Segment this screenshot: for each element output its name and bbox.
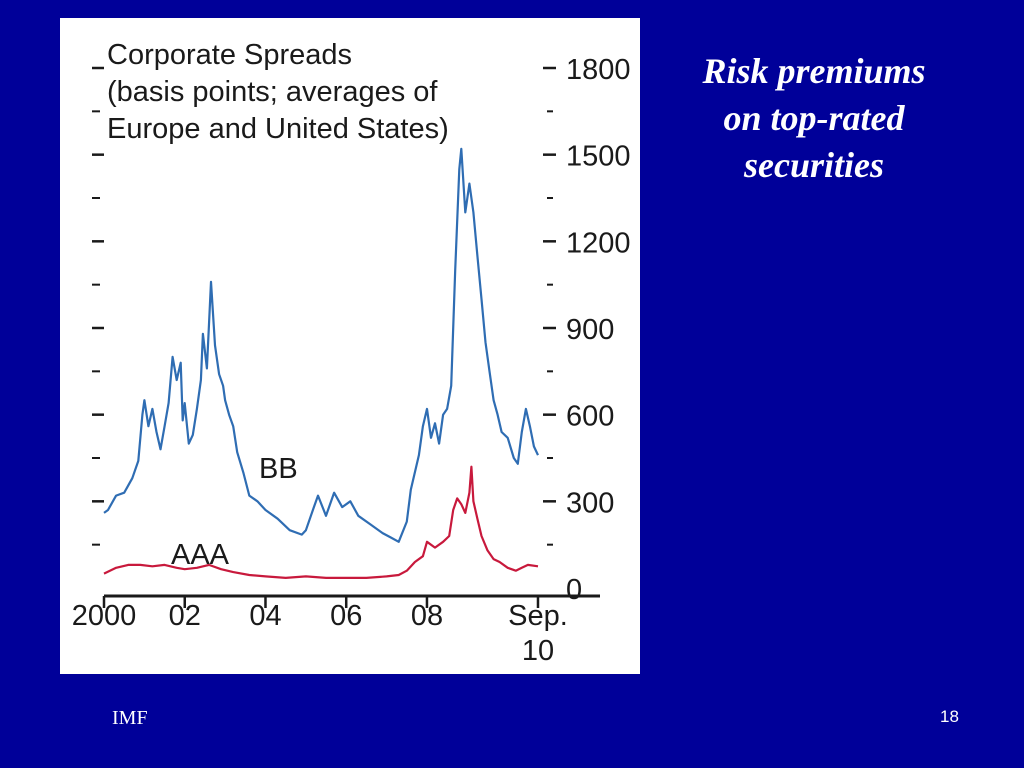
y-tick-label: 600 — [566, 401, 614, 433]
chart-title-line-2: (basis points; averages of — [107, 76, 438, 108]
slide-heading-line-1: Risk premiums — [702, 51, 926, 91]
slide-heading: Risk premiums on top-rated securities — [652, 48, 976, 189]
x-tick-label: Sep. — [508, 600, 568, 632]
series-label-bb: BB — [259, 453, 298, 485]
y-tick-label: 0 — [566, 574, 582, 606]
x-tick-label: 06 — [330, 600, 362, 632]
x-tick-label: 10 — [522, 635, 554, 667]
x-tick-label: 08 — [411, 600, 443, 632]
chart-panel: Corporate Spreads (basis points; average… — [60, 18, 640, 674]
y-tick-label: 300 — [566, 487, 614, 519]
x-axis: 2000 02 04 06 08 Sep.10 — [72, 596, 568, 667]
x-tick-label: 2000 — [72, 600, 137, 632]
y-tick-label: 1200 — [566, 227, 631, 259]
left-tick-marks — [92, 66, 104, 546]
x-tick-label: 04 — [249, 600, 281, 632]
slide-heading-line-3: securities — [744, 145, 884, 185]
series-label-aaa: AAA — [171, 539, 230, 571]
corporate-spreads-chart: Corporate Spreads (basis points; average… — [72, 39, 631, 667]
y-tick-label: 1500 — [566, 141, 631, 173]
series-line-bb — [103, 147, 539, 543]
y-tick-label: 1800 — [566, 54, 631, 86]
x-tick-label: 02 — [169, 600, 201, 632]
y-tick-label: 900 — [566, 314, 614, 346]
chart-title-line-3: Europe and United States) — [107, 113, 449, 145]
chart-series — [103, 147, 539, 579]
source-label: IMF — [112, 707, 148, 729]
chart-title: Corporate Spreads (basis points; average… — [107, 39, 449, 145]
right-y-axis: 0 300 600 900 1200 1500 1800 — [543, 54, 631, 606]
series-line-aaa — [103, 465, 539, 579]
chart-title-line-1: Corporate Spreads — [107, 39, 352, 71]
page-number: 18 — [940, 707, 959, 726]
slide-heading-line-2: on top-rated — [723, 98, 905, 138]
